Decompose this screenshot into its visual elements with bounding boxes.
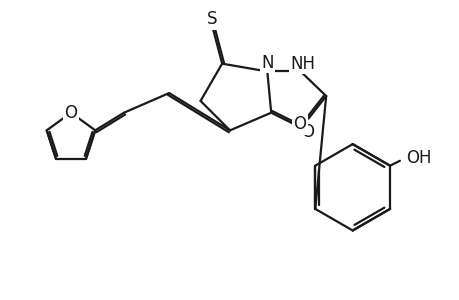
Text: S: S (207, 11, 217, 28)
Text: O: O (292, 116, 306, 134)
Text: O: O (64, 104, 77, 122)
Text: N: N (260, 54, 273, 72)
Text: NH: NH (290, 55, 314, 73)
Text: OH: OH (405, 149, 431, 167)
Text: O: O (300, 123, 313, 141)
